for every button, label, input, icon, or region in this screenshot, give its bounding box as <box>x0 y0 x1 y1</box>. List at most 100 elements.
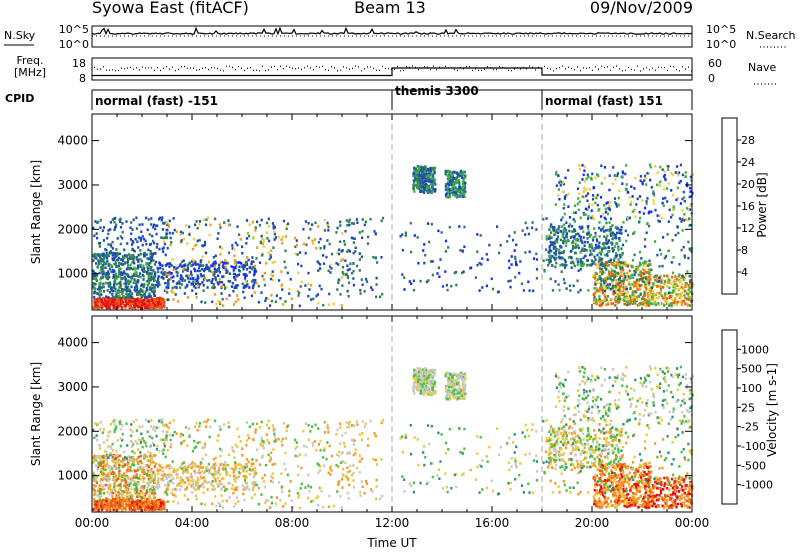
data-cell <box>93 295 96 299</box>
data-cell <box>97 253 100 257</box>
data-cell <box>614 300 617 303</box>
data-cell <box>111 268 114 272</box>
data-cell <box>120 498 123 502</box>
data-cell <box>371 288 374 291</box>
data-cell <box>133 458 136 461</box>
data-cell <box>131 504 134 507</box>
data-cell <box>458 189 461 193</box>
data-cell <box>430 222 433 226</box>
data-cell <box>341 249 344 252</box>
data-cell <box>328 242 331 246</box>
data-cell <box>129 458 132 461</box>
data-cell <box>251 220 254 224</box>
data-cell <box>282 303 285 306</box>
data-cell <box>606 303 610 306</box>
data-cell <box>617 286 620 289</box>
data-cell <box>461 271 464 275</box>
data-cell <box>575 257 578 261</box>
data-cell <box>274 300 277 304</box>
data-cell <box>427 279 430 282</box>
data-cell <box>272 227 275 230</box>
data-cell <box>258 224 261 227</box>
data-cell <box>124 285 127 289</box>
data-cell <box>153 263 156 266</box>
data-cell <box>313 238 316 241</box>
data-cell <box>135 274 138 277</box>
data-cell <box>615 282 618 285</box>
data-cell <box>542 218 545 221</box>
data-cell <box>326 224 329 227</box>
data-cell <box>355 218 358 221</box>
data-cell <box>643 293 647 296</box>
data-cell <box>138 438 141 441</box>
data-cell <box>113 430 116 433</box>
data-cell <box>222 264 225 267</box>
data-cell <box>142 302 145 306</box>
data-cell <box>606 284 609 288</box>
data-cell <box>155 505 158 509</box>
data-cell <box>608 250 611 253</box>
data-cell <box>167 286 170 289</box>
data-cell <box>601 299 604 303</box>
data-cell <box>648 259 651 263</box>
data-cell <box>267 224 271 228</box>
data-cell <box>227 280 230 283</box>
data-cell <box>185 274 188 278</box>
data-cell <box>191 258 194 262</box>
data-cell <box>255 270 258 273</box>
data-cell <box>100 257 103 261</box>
data-cell <box>613 286 616 289</box>
data-cell <box>125 494 128 498</box>
data-cell <box>163 289 166 292</box>
data-cell <box>451 183 454 187</box>
data-cell <box>200 300 203 304</box>
data-cell <box>614 285 617 288</box>
data-cell <box>254 229 257 232</box>
data-cell <box>603 176 606 180</box>
data-cell <box>480 263 483 266</box>
data-cell <box>143 267 146 270</box>
data-cell <box>263 283 266 287</box>
data-cell <box>618 281 621 285</box>
data-cell <box>586 259 589 262</box>
data-cell <box>135 487 138 490</box>
data-cell <box>641 268 644 271</box>
data-cell <box>577 290 580 294</box>
data-cell <box>131 494 134 497</box>
data-cell <box>635 286 638 290</box>
data-cell <box>550 236 553 240</box>
data-cell <box>183 237 186 241</box>
data-cell <box>341 258 344 261</box>
data-cell <box>514 258 517 261</box>
data-cell <box>626 303 629 307</box>
data-cell <box>151 255 154 259</box>
data-cell <box>124 296 127 299</box>
data-cell <box>134 473 137 476</box>
data-cell <box>92 259 95 263</box>
data-cell <box>643 268 646 272</box>
data-cell <box>98 495 101 499</box>
data-cell <box>444 250 447 253</box>
data-cell <box>496 225 499 228</box>
data-cell <box>121 475 124 479</box>
data-cell <box>138 272 142 275</box>
data-cell <box>594 258 597 261</box>
data-cell <box>153 475 157 478</box>
data-cell <box>176 300 180 303</box>
data-cell <box>679 163 682 167</box>
data-cell <box>413 234 416 237</box>
data-cell <box>126 266 129 270</box>
data-cell <box>138 303 141 306</box>
data-cell <box>273 226 277 229</box>
data-cell <box>256 220 259 224</box>
data-cell <box>111 491 115 495</box>
data-cell <box>92 306 95 309</box>
data-cell <box>298 304 301 308</box>
data-cell <box>246 232 249 235</box>
data-cell <box>182 270 185 273</box>
data-cell <box>94 476 97 479</box>
data-cell <box>673 278 676 281</box>
data-cell <box>201 281 204 284</box>
data-cell <box>314 221 317 225</box>
data-cell <box>100 300 103 304</box>
